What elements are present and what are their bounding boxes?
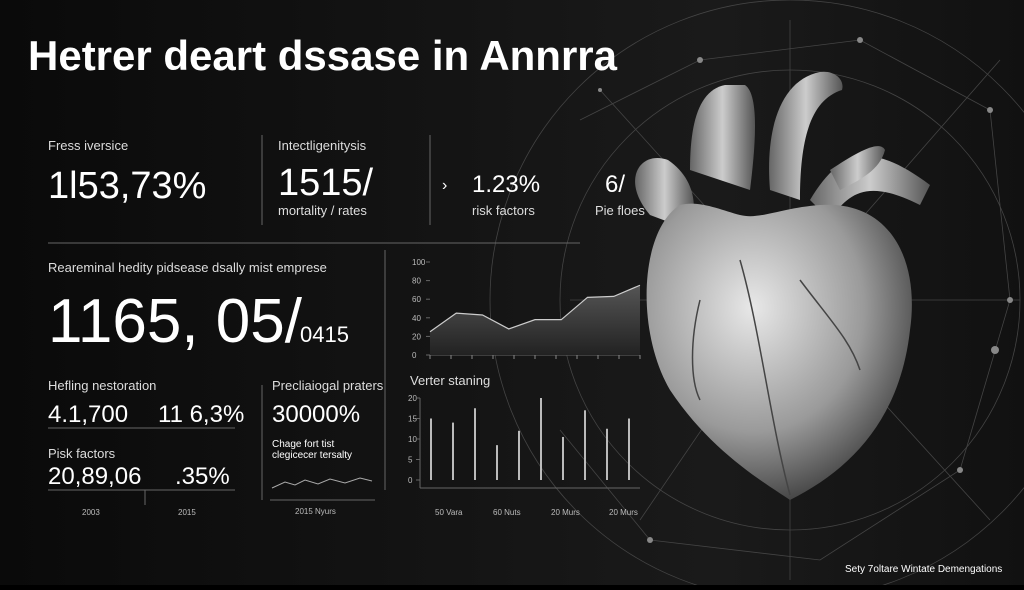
stat-label: Intectligenitysis [278, 138, 367, 153]
label: Precliaiogal praters [272, 378, 384, 393]
y-tick-label: 40 [412, 314, 421, 323]
middle-heading: Reareminal hedity pidsease dsally mist e… [48, 260, 327, 275]
bar [606, 428, 608, 480]
bar [518, 430, 520, 480]
dividers [48, 135, 580, 505]
y-tick-label: 60 [412, 295, 421, 304]
bar-title: Verter staning [410, 373, 490, 388]
value: 11 6,3% [158, 401, 244, 428]
stat-label: Fress iversice [48, 138, 128, 153]
heart [635, 71, 930, 501]
stat-sub: mortality / rates [278, 203, 367, 218]
y-tick-label: 20 [412, 332, 421, 341]
nodes [598, 37, 1013, 543]
label: Hefling nestoration [48, 378, 156, 393]
year: 2015 [178, 508, 196, 517]
bar [496, 445, 498, 480]
squiggle [271, 477, 373, 489]
stat-sub: Pie floes [595, 203, 645, 218]
bar [628, 418, 630, 480]
x-tick-label: 60 Nuts [493, 508, 521, 517]
stat-sub: risk factors [472, 203, 535, 218]
middle-small: 0415 [300, 322, 349, 347]
y-tick-label: 80 [412, 277, 421, 286]
y-tick-label: 100 [412, 258, 426, 267]
value: .35% [175, 463, 230, 490]
label: Pisk factors [48, 446, 116, 461]
bar [584, 410, 586, 480]
x-tick-label: 50 Vara [435, 508, 463, 517]
y-tick-label: 10 [408, 435, 417, 444]
bar [474, 408, 476, 480]
note: clegicecer tersalty [272, 450, 352, 461]
chevron: › [442, 177, 447, 194]
line [429, 284, 641, 333]
x-tick-label: 20 Murs [551, 508, 580, 517]
stat-value: 1515/ [278, 162, 374, 204]
stat-value: 1.23% [472, 171, 540, 198]
y-tick-label: 0 [412, 351, 417, 360]
value: 20,89,06 [48, 463, 141, 490]
title: Hetrer deart dssase in Annrra [28, 32, 618, 79]
stat-value: 1l53,73% [48, 165, 206, 207]
bar [452, 422, 454, 480]
y-tick-label: 15 [408, 415, 417, 424]
bar [540, 398, 542, 480]
bar [562, 436, 564, 480]
stat-value: 6/ [605, 171, 625, 198]
value: 4.1,700 [48, 401, 128, 428]
footer: Sety 7oltare Wintate Demengations [845, 564, 1002, 575]
year: 2003 [82, 508, 100, 517]
middle-big: 1165, 05/ [48, 287, 303, 356]
bar [430, 418, 432, 480]
year: 2015 Nyurs [295, 507, 336, 516]
value: 30000% [272, 401, 360, 428]
y-tick-label: 20 [408, 394, 417, 403]
x-tick-label: 20 Murs [609, 508, 638, 517]
y-tick-label: 0 [408, 476, 413, 485]
y-tick-label: 5 [408, 456, 413, 465]
note: Chage fort tist [272, 439, 334, 450]
